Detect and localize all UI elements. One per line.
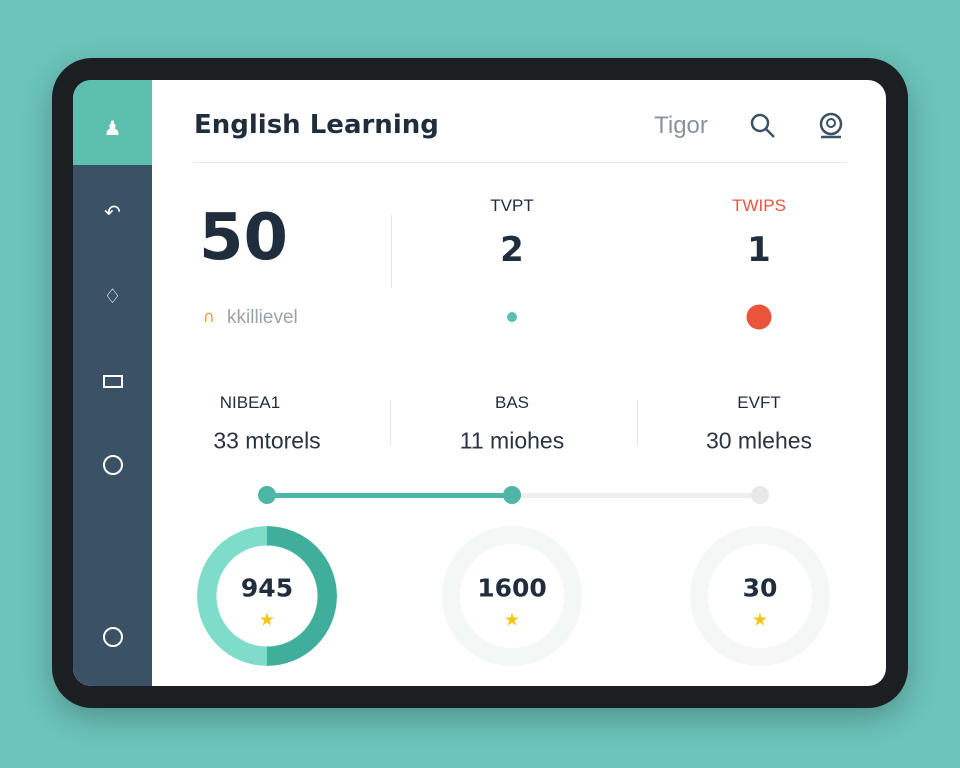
stat-label: TVPT [490,196,534,215]
circle-icon[interactable] [73,623,152,647]
star-icon: ★ [503,609,521,631]
user-icon[interactable] [817,112,845,144]
stat-value: 1 [747,230,771,270]
people-icon[interactable]: ♟ [103,116,122,140]
sidebar: ♟ ↶ ♢ [73,80,152,686]
circle-icon[interactable] [73,451,152,475]
metric-label: BAS [494,393,530,412]
tag-icon[interactable]: ♢ [103,284,122,308]
ring-value: 1600 [477,573,547,603]
divider [637,400,638,446]
flame-icon: ∩ [203,307,215,326]
stat-label: TWIPS [732,196,786,215]
sidebar-item-home[interactable] [73,80,152,165]
ring-value: 30 [742,573,778,603]
star-icon: ★ [751,609,769,631]
user-name[interactable]: Tigor [654,112,708,139]
app-screen: ♟ ↶ ♢ English Learning Tigor 50 ∩ kkilli… [73,80,886,686]
metric-label: NIBEA1 [219,393,281,412]
progress-ring [197,526,337,666]
divider [391,215,392,288]
main-stat-value: 50 [199,201,289,275]
search-icon[interactable] [749,112,777,144]
metric-value: 11 miohes [459,427,565,454]
stat-value: 2 [500,230,524,270]
metric-value: 30 mlehes [705,427,813,454]
progress-step[interactable] [503,486,521,504]
status-dot [507,312,517,322]
progress-fill [267,493,512,498]
divider [390,400,391,446]
alert-dot [746,304,772,330]
metric-value: 33 mtorels [213,427,321,454]
star-icon: ★ [258,609,276,631]
progress-step[interactable] [258,486,276,504]
metric-label: EVFT [737,393,781,412]
header-divider [194,162,846,163]
main-stat-label: kkillievel [227,307,298,328]
return-icon[interactable]: ↶ [104,200,121,224]
rectangle-icon[interactable] [73,368,152,392]
page-title: English Learning [194,110,439,140]
progress-step[interactable] [751,486,769,504]
ring-value: 945 [240,573,294,603]
